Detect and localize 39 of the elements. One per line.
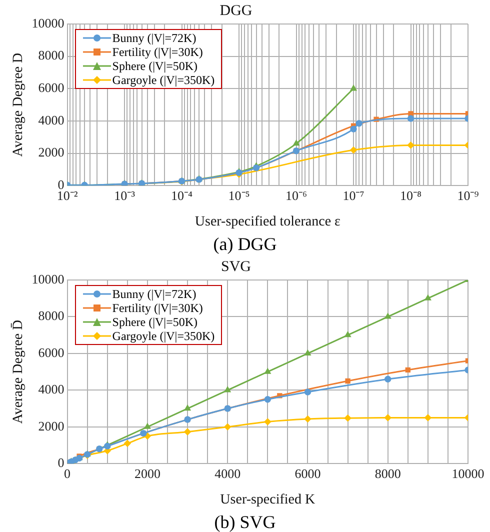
x-axis-title: User-specified tolerance ε <box>194 214 341 230</box>
y-tick-label: 6000 <box>38 344 64 360</box>
x-tick-label: 10⁻⁴ <box>171 188 194 203</box>
legend-label: Gargoyle (|V|=350K) <box>112 329 215 343</box>
x-tick-label: 10⁻⁷ <box>342 188 364 203</box>
text: (b) SVG <box>213 511 277 532</box>
y-tick-label: 2000 <box>38 418 64 434</box>
x-tick-label: 10000 <box>452 466 484 481</box>
y-tick-label: 2000 <box>38 144 64 160</box>
x-tick-label: 10⁻⁸ <box>400 188 422 203</box>
legend-label: Bunny (|V|=72K) <box>112 31 196 45</box>
legend-label: Fertility (|V|=30K) <box>112 45 203 59</box>
y-axis-title: Average Degree D <box>11 52 26 157</box>
x-axis-title: User-specified K <box>220 492 316 508</box>
legend-label: Sphere (|V|=50K) <box>112 59 198 73</box>
y-tick-label: 8000 <box>38 48 64 63</box>
y-tick-label: 4000 <box>38 112 64 128</box>
y-tick-label: 10000 <box>32 15 64 30</box>
y-axis-title: Average Degree D̄ <box>10 320 26 424</box>
y-tick-label: 10000 <box>32 271 64 286</box>
y-tick-label: 4000 <box>38 382 64 397</box>
text: (a) DGG <box>212 233 278 256</box>
chart-title: SVG <box>220 258 252 275</box>
chart-title: DGG <box>220 2 252 19</box>
legend-label: Bunny (|V|=72K) <box>112 287 196 301</box>
x-tick-label: 2000 <box>134 466 160 481</box>
x-tick-label: 10⁻⁵ <box>228 188 250 203</box>
y-tick-label: 8000 <box>38 308 64 324</box>
legend-label: Sphere (|V|=50K) <box>112 315 198 329</box>
y-tick-label: 6000 <box>38 80 64 96</box>
x-tick-label: 10⁻⁹ <box>457 188 480 203</box>
x-tick-label: 10⁻⁶ <box>286 188 308 203</box>
x-tick-label: 4000 <box>214 466 241 481</box>
x-tick-label: 8000 <box>374 466 401 481</box>
x-tick-label: 6000 <box>294 466 321 481</box>
x-tick-label: 10⁻³ <box>114 188 136 203</box>
legend-label: Fertility (|V|=30K) <box>112 301 203 315</box>
y-tick-label: 0 <box>58 455 64 470</box>
legend-label: Gargoyle (|V|=350K) <box>112 73 215 87</box>
